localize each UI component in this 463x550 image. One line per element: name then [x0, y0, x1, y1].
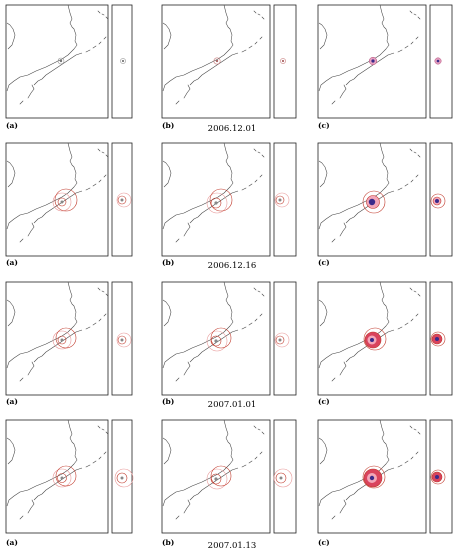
panel-c-row-4: (c) — [317, 419, 453, 547]
map-frame — [161, 281, 271, 396]
panel-b-row-1: (b) — [161, 4, 297, 130]
row-date-caption: 2006.12.16 — [208, 261, 257, 271]
panel-a-row-1: (a) — [5, 4, 133, 130]
panel-c-row-3: (c) — [317, 281, 453, 406]
figure-row-4: (a) (b) — [5, 419, 453, 550]
side-profile-frame — [273, 4, 297, 119]
side-profile-frame — [273, 419, 297, 534]
map-frame — [317, 4, 427, 119]
anomaly-contours — [57, 57, 126, 65]
panel-b-row-2: (b) — [161, 142, 297, 267]
panel-label: (a) — [6, 258, 18, 267]
panel-label: (a) — [6, 538, 18, 547]
anomaly-contours — [52, 327, 132, 350]
panel-a-row-2: (a) — [5, 142, 133, 267]
panel-label: (a) — [6, 397, 18, 406]
row-date-caption: 2007.01.01 — [208, 400, 257, 410]
panel-c-row-2: (c) — [317, 142, 453, 267]
anomaly-contours — [368, 56, 442, 66]
panel-c-row-1: (c) — [317, 4, 453, 130]
side-profile-frame — [111, 4, 133, 119]
anomaly-contours — [52, 188, 132, 212]
figure-row-1: (a) (b) (c) 2006. — [5, 4, 453, 134]
panel-label: (c) — [318, 538, 330, 547]
anomaly-contours — [213, 57, 286, 65]
panel-label: (c) — [318, 121, 330, 130]
anomaly-contours — [206, 327, 290, 352]
panel-a-row-3: (a) — [5, 281, 133, 406]
side-profile-frame — [273, 142, 297, 257]
panel-label: (c) — [318, 397, 330, 406]
anomaly-contours — [362, 190, 446, 214]
figure-row-3: (a) (b) — [5, 281, 453, 410]
panel-label: (b) — [162, 397, 174, 406]
map-frame — [161, 419, 271, 534]
row-date-caption: 2006.12.01 — [208, 124, 257, 134]
panel-a-row-4: (a) — [5, 419, 134, 547]
anomaly-contours — [206, 188, 290, 214]
panel-label: (b) — [162, 538, 174, 547]
row-date-caption: 2007.01.13 — [208, 541, 257, 550]
anomaly-contours — [363, 327, 446, 351]
anomaly-contours — [206, 465, 293, 490]
side-profile-frame — [273, 281, 297, 396]
figure-row-2: (a) (b) — [5, 142, 453, 271]
panel-label: (b) — [162, 121, 174, 130]
anomaly-contours — [362, 465, 446, 489]
panel-label: (a) — [6, 121, 18, 130]
panel-b-row-3: (b) — [161, 281, 297, 406]
panel-b-row-4: (b) — [161, 419, 297, 547]
map-frame — [5, 281, 109, 396]
panel-label: (c) — [318, 258, 330, 267]
map-frame — [161, 142, 271, 257]
panel-label: (b) — [162, 258, 174, 267]
anomaly-contours — [52, 465, 134, 488]
